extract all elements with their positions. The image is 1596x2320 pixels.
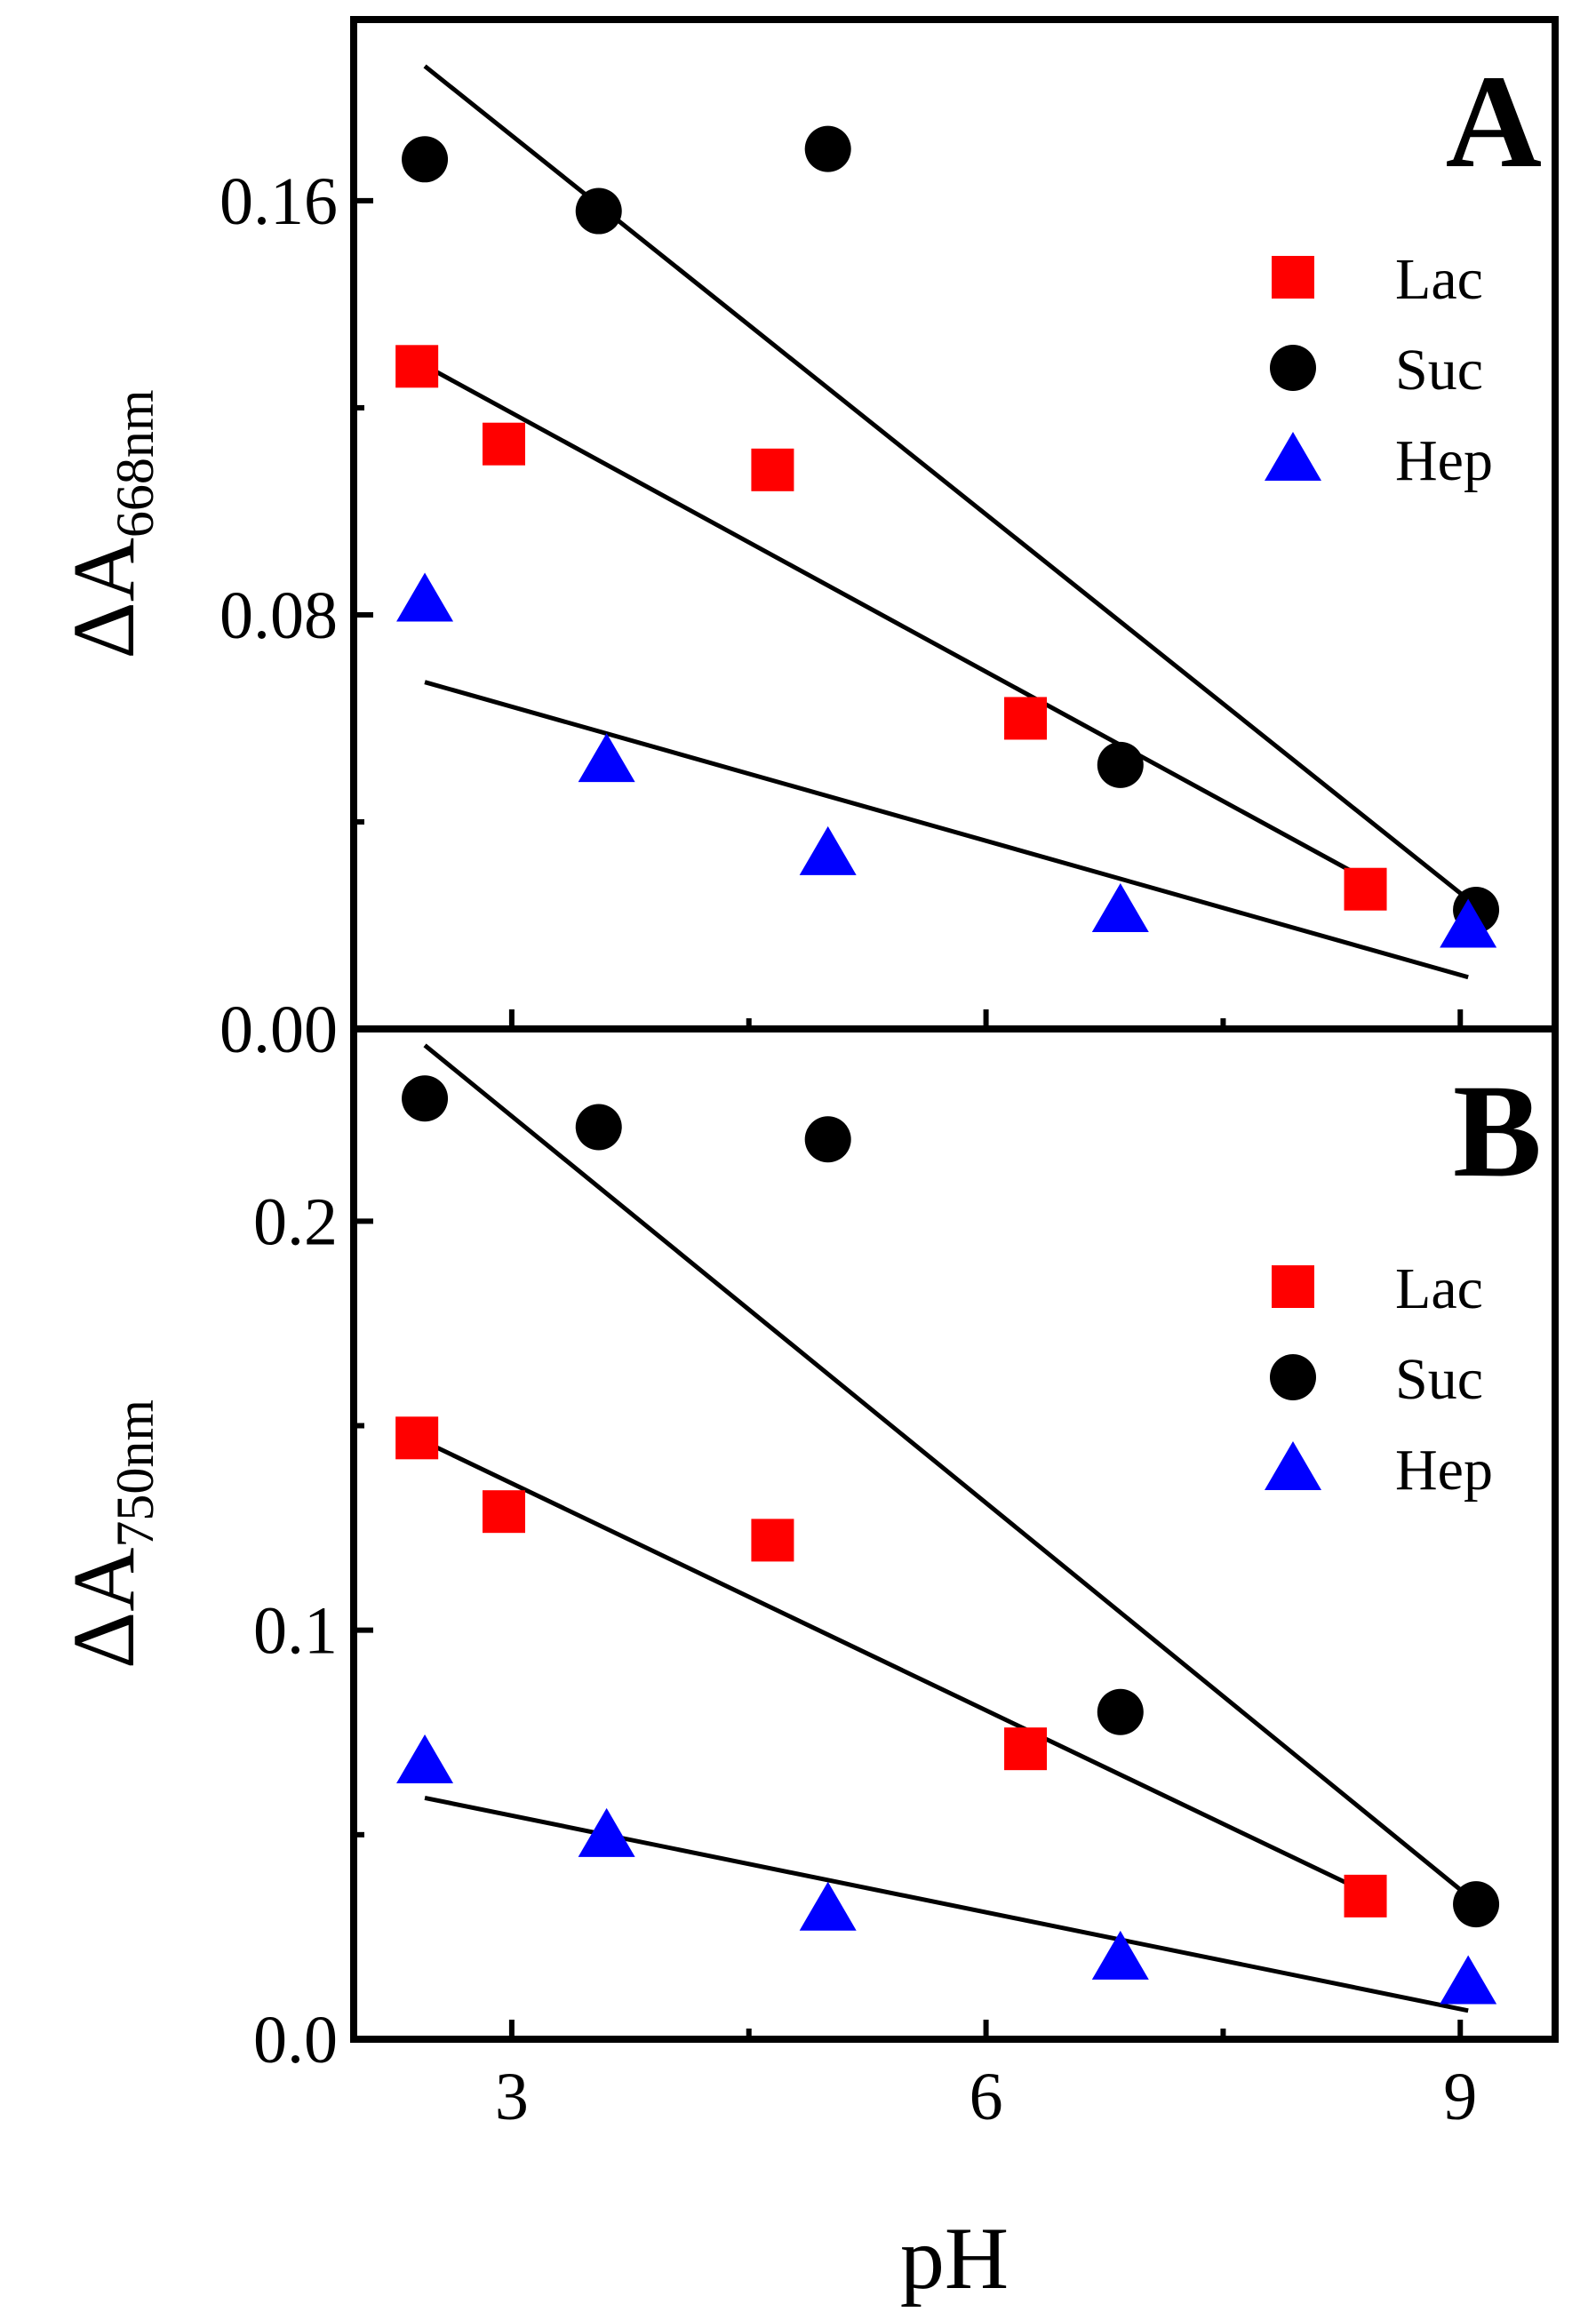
point-hep <box>799 825 857 875</box>
point-hep <box>1440 898 1497 948</box>
fit-line-suc <box>423 1043 1470 1898</box>
legend-label-suc: Suc <box>1395 1347 1483 1412</box>
y-axis-title-main: ΔA <box>54 538 153 659</box>
point-hep <box>578 733 635 783</box>
panel-label: B <box>1453 1057 1542 1205</box>
y-tick-label: 0.0 <box>253 2003 338 2077</box>
point-hep <box>396 1734 454 1783</box>
panel-a: 0.00 0.08 0.16 ΔA668nm A Lac Suc Hep <box>54 16 1559 1067</box>
y-tick-label: 0.08 <box>219 578 338 653</box>
y-tick-label: 0.16 <box>219 164 338 239</box>
point-hep <box>1091 1930 1149 1980</box>
point-lac <box>1004 1727 1048 1771</box>
point-suc <box>1097 1688 1144 1735</box>
point-suc <box>804 1116 851 1163</box>
fit-line-hep <box>424 680 1469 980</box>
point-hep <box>1091 883 1149 933</box>
legend-marker-suc <box>1270 1354 1316 1400</box>
legend-marker-lac <box>1272 1265 1314 1308</box>
point-lac <box>483 422 525 466</box>
fit-line-lac <box>415 359 1367 881</box>
legend-marker-hep <box>1265 1441 1321 1490</box>
point-suc <box>575 187 622 235</box>
fit-line-lac <box>416 1436 1367 1894</box>
y-axis-title: ΔA668nm <box>54 389 164 658</box>
y-axis-title-subscript: 668nm <box>106 389 164 538</box>
panel-b: 0.0 0.1 0.2 3 6 9 pH ΔA750nm B Lac Suc Hep <box>54 1025 1559 2308</box>
x-tick-label: 6 <box>970 2060 1003 2134</box>
legend-label-lac: Lac <box>1395 247 1483 312</box>
point-lac <box>751 448 794 491</box>
x-axis-title: pH <box>900 2209 1009 2308</box>
point-lac <box>751 1519 794 1562</box>
fit-line-suc <box>423 64 1470 902</box>
point-suc <box>1453 1881 1500 1928</box>
legend-marker-suc <box>1270 345 1316 391</box>
y-axis-title-subscript: 750nm <box>106 1399 164 1548</box>
legend-label-hep: Hep <box>1395 1438 1493 1503</box>
point-lac <box>1344 1874 1387 1917</box>
plot-frame <box>350 1025 1559 2043</box>
y-tick-label: 0.1 <box>253 1594 338 1669</box>
point-suc <box>804 125 851 172</box>
legend-marker-hep <box>1265 432 1321 481</box>
point-lac <box>1344 867 1387 911</box>
point-lac <box>395 345 439 388</box>
legend-label-lac: Lac <box>1395 1256 1483 1321</box>
legend-label-hep: Hep <box>1395 428 1493 493</box>
y-tick-label: 0.00 <box>219 993 338 1067</box>
point-lac <box>1004 697 1048 740</box>
y-axis-title: ΔA750nm <box>54 1399 164 1669</box>
panel-label: A <box>1446 48 1542 195</box>
x-tick-label: 9 <box>1443 2060 1477 2134</box>
point-suc <box>402 1075 449 1122</box>
point-hep <box>1440 1955 1497 2005</box>
y-tick-label: 0.2 <box>253 1184 338 1259</box>
x-tick-label: 3 <box>495 2060 529 2134</box>
legend-label-suc: Suc <box>1395 338 1483 403</box>
point-hep <box>799 1881 857 1931</box>
point-hep <box>396 572 454 622</box>
fit-line-hep <box>424 1795 1469 2013</box>
point-suc <box>575 1104 622 1151</box>
legend-marker-lac <box>1272 256 1314 299</box>
point-hep <box>578 1807 635 1857</box>
y-axis-title-main: ΔA <box>54 1548 153 1670</box>
point-lac <box>395 1416 439 1460</box>
point-suc <box>402 136 449 183</box>
point-lac <box>483 1490 525 1534</box>
point-suc <box>1097 741 1144 788</box>
